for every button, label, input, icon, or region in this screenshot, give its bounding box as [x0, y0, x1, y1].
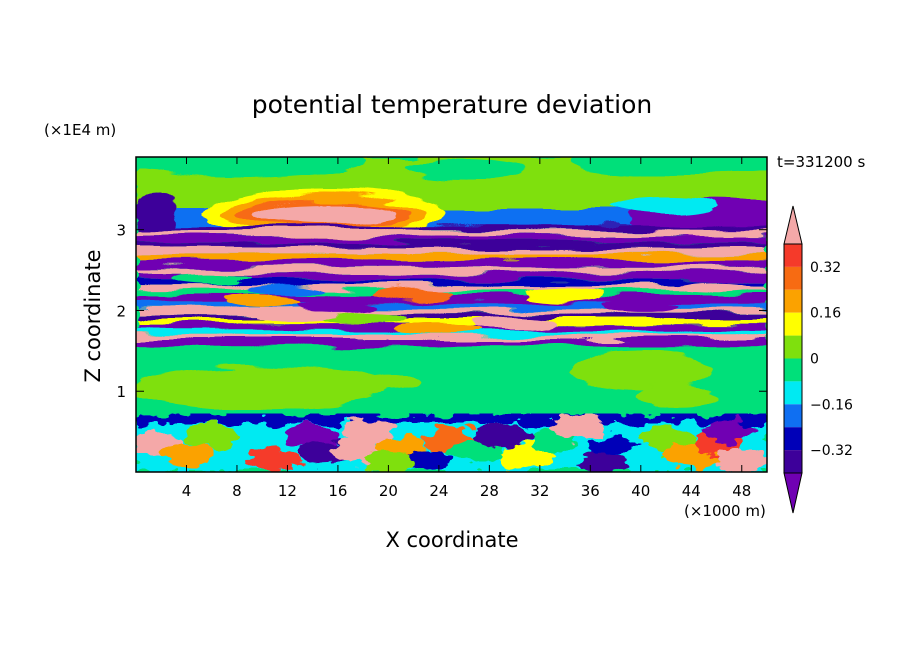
x-tick-label: 8	[232, 482, 242, 500]
contour-band	[136, 295, 767, 303]
x-tick-label: 32	[530, 482, 549, 500]
y-tick-label: 2	[116, 302, 126, 320]
plot-frame	[135, 156, 768, 473]
x-tick-label: 24	[429, 482, 448, 500]
y-axis: 1 2 3	[116, 222, 767, 401]
contour-band	[136, 313, 767, 319]
contour-blob	[571, 157, 767, 176]
contour-blob	[676, 280, 757, 293]
colorbar-label: 0	[810, 352, 819, 368]
contour-band	[136, 284, 767, 291]
x-tick-label: 4	[182, 482, 192, 500]
contour-blob	[222, 296, 303, 309]
contour-blob	[525, 288, 606, 301]
contour-blob	[362, 451, 415, 472]
contour-blob	[160, 443, 213, 468]
y-tick-label: 3	[116, 222, 126, 240]
contour-blob	[136, 157, 367, 178]
contour-blob	[703, 419, 756, 444]
colorbar-swatch	[784, 358, 802, 382]
colorbar-swatch	[784, 289, 802, 313]
contour-blob	[600, 300, 681, 313]
colorbar-label: −0.32	[810, 443, 853, 459]
contour-band	[136, 273, 767, 280]
y-axis-label: Z coordinate	[81, 249, 105, 382]
y-tick-label: 1	[116, 383, 126, 401]
contour-band	[136, 413, 767, 424]
contour-blob	[136, 191, 177, 236]
contour-blob	[404, 159, 525, 180]
y-unit-label: (×1E4 m)	[44, 121, 116, 139]
colorbar-swatch	[784, 266, 802, 290]
colorbar-frame	[783, 243, 803, 474]
colorbar-top-arrow	[783, 205, 803, 245]
contour-blob	[248, 447, 301, 472]
contour-blob	[297, 300, 378, 313]
x-tick-label: 20	[379, 482, 398, 500]
contour-blob	[247, 284, 328, 297]
colorbar-label: 0.16	[810, 306, 841, 322]
contour-band	[136, 279, 767, 285]
colorbar-swatch	[784, 427, 802, 451]
contour-blob	[255, 203, 396, 224]
x-tick-label: 36	[581, 482, 600, 500]
contour-band	[136, 260, 767, 267]
contour-band	[136, 247, 767, 254]
contour-band	[136, 302, 767, 309]
contour-band	[136, 308, 767, 314]
x-axis-label: X coordinate	[385, 528, 518, 552]
colorbar-label: −0.16	[810, 397, 853, 413]
x-axis: 4 8 12 16 20 24 28 32 36 40 44 48	[182, 157, 751, 500]
contour-band	[136, 334, 767, 340]
contour-blob	[611, 195, 722, 216]
colorbar-bottom-arrow	[783, 472, 803, 514]
colorbar-swatch	[784, 312, 802, 336]
colorbar-swatch	[784, 335, 802, 359]
contour-band	[136, 266, 767, 274]
time-label: t=331200 s	[777, 153, 865, 171]
contour-band	[136, 229, 767, 237]
contour-blob	[570, 351, 711, 392]
contour-blob	[715, 447, 767, 472]
contour-blob	[475, 423, 528, 448]
x-tick-label: 16	[328, 482, 347, 500]
contour-band	[136, 236, 767, 243]
colorbar-swatch	[784, 244, 802, 267]
contour-band	[136, 225, 767, 230]
contour-blob	[373, 288, 454, 301]
x-tick-label: 28	[480, 482, 499, 500]
contour-band	[136, 253, 767, 261]
x-unit-label: (×1000 m)	[684, 502, 766, 520]
contour-blob	[185, 423, 238, 448]
contour-blob	[358, 375, 419, 392]
x-tick-label: 40	[631, 482, 650, 500]
x-tick-label: 12	[278, 482, 297, 500]
x-tick-label: 48	[732, 482, 751, 500]
chart-title: potential temperature deviation	[252, 90, 652, 119]
contour-blob	[323, 312, 404, 325]
contour-blob	[343, 419, 396, 444]
contour-blob	[551, 415, 604, 440]
colorbar: 0.32 0.16 0 −0.16 −0.32	[783, 205, 853, 514]
contour-band	[136, 242, 767, 248]
contour-blob	[136, 365, 393, 410]
x-tick-label: 44	[682, 482, 701, 500]
contour-blob	[398, 322, 479, 335]
colorbar-swatch	[784, 404, 802, 428]
contour-band	[136, 318, 767, 325]
contour-blob	[474, 316, 555, 329]
colorbar-swatch	[784, 450, 802, 473]
contour-blob	[638, 385, 719, 406]
contour-blob	[171, 272, 252, 285]
colorbar-label: 0.32	[810, 260, 841, 276]
contour-field	[136, 157, 767, 472]
contour-band	[136, 339, 767, 347]
colorbar-swatch	[784, 381, 802, 405]
